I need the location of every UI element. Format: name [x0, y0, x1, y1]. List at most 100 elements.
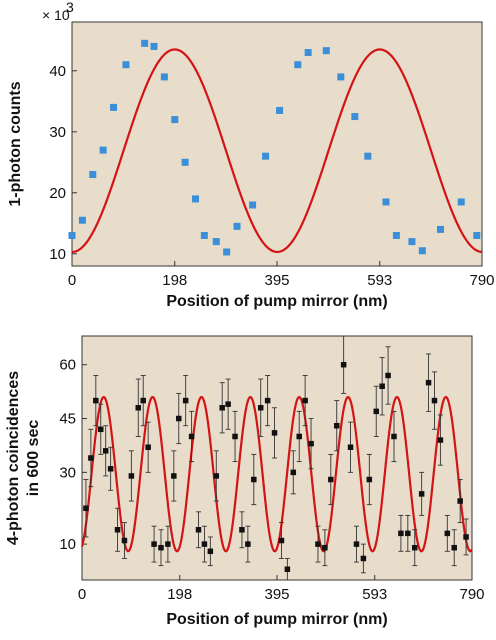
data-point — [408, 238, 416, 246]
data-point — [195, 527, 202, 533]
x-tick-label: 395 — [264, 586, 289, 603]
data-point — [245, 541, 251, 547]
data-point — [278, 537, 285, 544]
data-point — [145, 444, 151, 450]
data-point — [333, 422, 340, 429]
x-tick-label: 395 — [264, 272, 289, 289]
data-point — [93, 397, 99, 404]
data-point — [110, 103, 118, 111]
data-point — [308, 440, 314, 447]
data-point — [257, 405, 264, 411]
x-tick-label: 198 — [167, 586, 192, 603]
y-tick-label: 20 — [49, 185, 66, 202]
data-point — [99, 146, 107, 154]
data-point — [353, 541, 360, 547]
data-point — [315, 541, 321, 547]
data-point — [271, 430, 278, 436]
x-tick-labels: 0 198 395 593 790 — [68, 272, 495, 289]
y-tick-labels: 10 30 45 60 — [59, 357, 76, 553]
data-point — [249, 201, 257, 209]
axis-ticks — [81, 364, 473, 580]
data-point — [89, 171, 97, 178]
data-point — [290, 469, 297, 476]
data-point — [176, 415, 182, 422]
data-points — [68, 39, 481, 256]
data-point — [418, 491, 425, 497]
data-point — [239, 527, 245, 533]
axis-ticks — [71, 70, 483, 266]
x-tick-label: 0 — [78, 586, 86, 603]
data-point — [405, 530, 411, 537]
data-point — [294, 61, 302, 69]
y-tick-labels: 10 20 30 40 — [49, 63, 66, 263]
y-multiplier-label: × 10 — [42, 7, 70, 23]
x-tick-labels: 0 198 395 593 790 — [78, 586, 485, 603]
x-tick-label: 0 — [68, 272, 76, 289]
data-point — [114, 527, 121, 533]
data-point — [360, 555, 367, 562]
data-point — [68, 232, 76, 239]
panel-1-photon-counts: 0 198 395 593 790 10 20 30 40 × 10 3 Position o… — [7, 0, 495, 310]
data-point — [88, 455, 94, 461]
data-point — [322, 544, 328, 551]
data-point — [473, 232, 481, 239]
data-point — [392, 232, 400, 239]
data-point — [302, 397, 308, 404]
data-point — [128, 473, 135, 479]
x-axis-label: Position of pump mirror (nm) — [166, 293, 387, 310]
panel-4-photon-coincidences: 0 198 395 593 790 10 30 45 60 Position of pump … — [5, 335, 485, 628]
data-point — [457, 198, 465, 206]
data-point — [192, 195, 200, 203]
data-point — [322, 47, 330, 55]
x-tick-label: 593 — [367, 272, 392, 289]
data-point — [425, 379, 432, 386]
data-point — [262, 152, 270, 160]
data-point — [225, 401, 231, 407]
x-tick-label: 790 — [459, 586, 484, 603]
y-tick-label: 60 — [59, 357, 76, 374]
data-point — [160, 73, 168, 81]
data-point — [201, 541, 208, 547]
y-tick-label: 10 — [49, 246, 66, 263]
data-point — [337, 73, 345, 81]
data-point — [83, 505, 89, 511]
data-point — [233, 222, 241, 230]
y-tick-label: 30 — [59, 464, 76, 481]
data-point — [304, 49, 312, 56]
data-point — [264, 397, 271, 404]
data-point — [135, 405, 142, 411]
data-point — [296, 433, 302, 440]
data-point — [276, 106, 284, 114]
x-axis-label: Position of pump mirror (nm) — [166, 611, 387, 628]
data-point — [171, 116, 179, 124]
y-tick-label: 45 — [59, 411, 76, 428]
data-point — [431, 397, 438, 404]
data-point — [251, 476, 257, 483]
data-point — [340, 361, 347, 368]
x-tick-label: 593 — [362, 586, 387, 603]
data-point — [385, 372, 391, 379]
x-tick-label: 790 — [469, 272, 494, 289]
y-tick-label: 30 — [49, 124, 66, 141]
data-point — [158, 544, 164, 551]
data-point — [444, 530, 451, 537]
y-tick-label: 40 — [49, 63, 66, 80]
data-point — [141, 39, 149, 47]
data-point — [188, 433, 195, 440]
data-point — [366, 476, 373, 483]
data-point — [436, 225, 444, 233]
plot-area — [71, 21, 483, 267]
y-multiplier-exponent: 3 — [66, 0, 74, 15]
data-point — [284, 566, 291, 572]
fit-curve — [80, 395, 473, 553]
data-point — [364, 152, 372, 160]
data-point — [219, 405, 225, 411]
x-tick-label: 198 — [162, 272, 187, 289]
data-point — [351, 113, 359, 121]
data-point — [102, 448, 109, 454]
data-point — [207, 548, 214, 555]
data-point — [457, 498, 463, 504]
fit-curve — [71, 48, 483, 254]
data-point — [328, 476, 334, 483]
